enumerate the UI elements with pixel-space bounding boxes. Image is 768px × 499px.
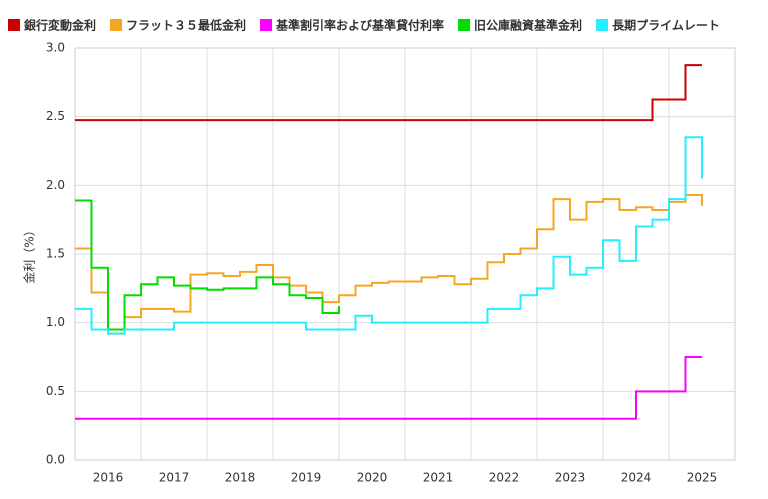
- x-tick-label: 2023: [555, 471, 586, 485]
- x-tick-label: 2024: [621, 471, 652, 485]
- x-tick-label: 2025: [687, 471, 718, 485]
- x-tick-label: 2020: [357, 471, 388, 485]
- legend-swatch: [260, 19, 273, 31]
- legend-label: 基準割引率および基準貸付利率: [275, 18, 444, 33]
- x-tick-label: 2017: [159, 471, 190, 485]
- series-line: [75, 356, 702, 420]
- series-line: [75, 136, 703, 335]
- legend-label: フラット３５最低金利: [126, 18, 246, 33]
- x-tick-label: 2022: [489, 471, 520, 485]
- y-tick-label: 0.5: [46, 384, 65, 398]
- y-axis-label: 金利（%）: [22, 224, 37, 283]
- legend-swatch: [110, 19, 123, 31]
- y-tick-label: 1.0: [46, 315, 65, 329]
- x-tick-label: 2018: [225, 471, 256, 485]
- y-tick-label: 0.0: [46, 453, 65, 467]
- legend-swatch: [8, 19, 20, 31]
- y-tick-label: 2.5: [46, 109, 65, 123]
- series-line: [75, 199, 340, 331]
- x-tick-label: 2019: [291, 471, 322, 485]
- legend: 銀行変動金利 フラット３５最低金利 基準割引率および基準貸付利率 旧公庫融資基準金利 長…: [8, 18, 720, 33]
- y-tick-label: 3.0: [46, 41, 65, 55]
- y-tick-label: 1.5: [46, 247, 65, 261]
- legend-label: 長期プライムレート: [612, 18, 720, 33]
- legend-swatch: [458, 19, 471, 31]
- x-tick-label: 2016: [93, 471, 124, 485]
- series-line: [75, 193, 703, 335]
- legend-label: 銀行変動金利: [23, 18, 96, 33]
- x-tick-label: 2021: [423, 471, 454, 485]
- plot-frame: [74, 47, 736, 461]
- legend-label: 旧公庫融資基準金利: [474, 18, 582, 33]
- series-line: [75, 64, 702, 122]
- legend-swatch: [596, 19, 609, 31]
- y-tick-label: 2.0: [46, 178, 65, 192]
